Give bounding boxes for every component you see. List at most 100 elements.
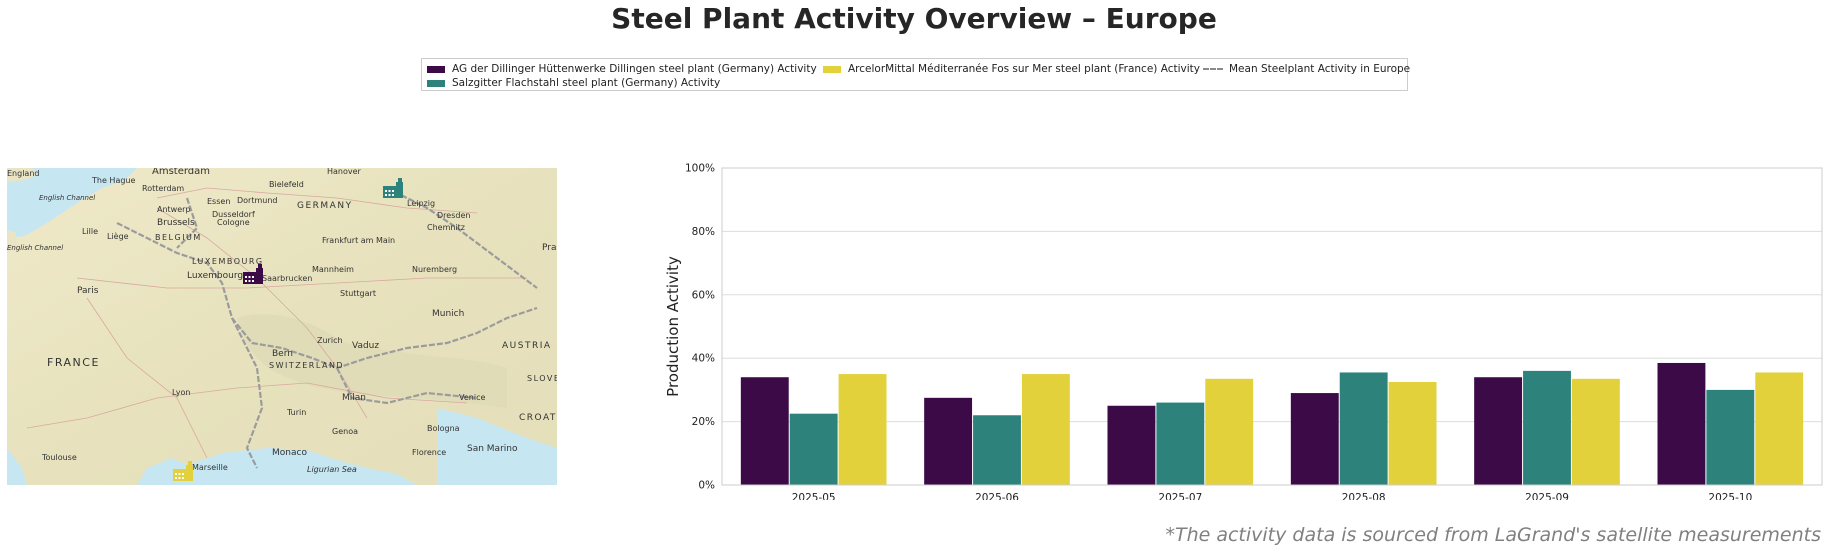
x-tick-label: 2025-10 [1708, 492, 1752, 500]
map-label: AUSTRIA [502, 341, 552, 351]
chart-bars [740, 362, 1804, 485]
legend-dash [1203, 68, 1223, 70]
factory-marker-icon [243, 264, 263, 284]
factory-marker-icon [173, 461, 193, 481]
bar-chart: 0% 20% 40% 60% 80% 100% 2025-05 2025-06 2025-07… [664, 163, 1823, 500]
footnote: *The activity data is sourced from LaGra… [1165, 524, 1821, 546]
map-label: Monaco [272, 448, 307, 458]
map-markers [173, 178, 403, 481]
map-label: Milan [342, 393, 366, 403]
map-label: Zurich [317, 336, 343, 345]
legend-swatch [427, 65, 445, 73]
chart-x-ticks: 2025-05 2025-06 2025-07 2025-08 2025-09 2025-… [792, 492, 1753, 500]
road-line [156, 187, 478, 214]
country-border [336, 367, 478, 405]
bar [924, 397, 973, 485]
factory-window [385, 190, 387, 192]
map-label: Luxembourg [187, 271, 243, 281]
bar [740, 377, 789, 485]
map-label: Prague [542, 243, 557, 253]
bar [1474, 377, 1523, 485]
bar [1388, 381, 1437, 485]
x-tick-label: 2025-05 [792, 492, 836, 500]
bar [1523, 370, 1571, 485]
bar [1107, 405, 1156, 485]
factory-marker-icon [383, 178, 403, 198]
map-label: Ligurian Sea [307, 465, 357, 474]
legend-label: Salzgitter Flachstahl steel plant (Germa… [452, 77, 721, 89]
factory-window [175, 473, 177, 475]
map-label: Hanover [327, 168, 362, 176]
bar [1755, 372, 1804, 485]
legend-item-mean: Mean Steelplant Activity in Europe [1203, 63, 1410, 75]
page-title: Steel Plant Activity Overview – Europe [611, 2, 1217, 35]
england-land [7, 168, 37, 182]
map-label: Antwerp [157, 205, 191, 214]
map-label: England [7, 169, 39, 178]
country-border [176, 197, 199, 249]
y-tick-label: 20% [692, 416, 715, 428]
legend-item-dillinger: AG der Dillinger Hüttenwerke Dillingen s… [427, 63, 817, 75]
x-tick-label: 2025-07 [1158, 492, 1202, 500]
map-labels: England Amsterdam The Hague Rotterdam Hanove… [7, 168, 557, 474]
adriatic-sea [437, 408, 557, 485]
map-label: Liège [107, 231, 129, 241]
map-label: SWITZERLAND [269, 361, 344, 370]
map-label: Bologna [427, 424, 460, 433]
legend-label: AG der Dillinger Hüttenwerke Dillingen s… [452, 63, 817, 75]
bar [1657, 362, 1706, 485]
factory-body [256, 268, 263, 284]
factory-window [252, 276, 254, 278]
bar [838, 374, 887, 485]
map-label: Amsterdam [152, 168, 210, 177]
factory-window [245, 280, 247, 282]
map-label: Leipzig [407, 199, 435, 208]
factory-body [396, 182, 403, 198]
map-label: Chemnitz [427, 223, 465, 232]
factory-window [252, 280, 254, 282]
england-land [7, 230, 19, 252]
map-label: San Marino [467, 444, 518, 454]
map-label: Toulouse [41, 453, 77, 462]
bar [1156, 402, 1205, 485]
factory-chimney [398, 178, 402, 183]
country-border [231, 317, 264, 469]
y-axis-label: Production Activity [664, 256, 682, 397]
road-line [76, 277, 527, 289]
x-tick-label: 2025-09 [1525, 492, 1569, 500]
plant-location-map: England Amsterdam The Hague Rotterdam Hanove… [7, 168, 557, 485]
alps-region [237, 314, 507, 408]
map-label: Vaduz [352, 341, 379, 351]
map-label: CROATIA [519, 413, 557, 423]
map-label: Nuremberg [412, 265, 457, 274]
legend-swatch [823, 65, 841, 73]
map-label: GERMANY [297, 201, 353, 211]
map-label: English Channel [39, 194, 95, 202]
factory-window [245, 276, 247, 278]
y-tick-label: 40% [692, 353, 715, 365]
map-label: BELGIUM [155, 233, 202, 242]
bay-of-biscay [7, 448, 27, 485]
map-label: Essen [207, 197, 230, 206]
legend-swatch [427, 79, 445, 87]
factory-window [175, 477, 177, 479]
road-line [26, 382, 468, 429]
country-border [386, 187, 538, 289]
factory-window [248, 276, 251, 278]
sea-north [7, 168, 137, 238]
bar [789, 413, 838, 485]
x-tick-label: 2025-06 [975, 492, 1019, 500]
country-border [116, 222, 538, 370]
factory-window [385, 194, 387, 196]
map-label: Dusseldorf [212, 210, 255, 219]
bar [1339, 372, 1388, 485]
factory-window [388, 194, 391, 196]
factory-window [392, 190, 394, 192]
map-label: The Hague [91, 176, 135, 185]
map-label: Saarbrucken [262, 274, 312, 283]
factory-window [392, 194, 394, 196]
map-label: English Channel [7, 244, 63, 252]
map-label: Genoa [332, 427, 358, 436]
map-label: Dresden [437, 211, 470, 220]
bar [1021, 374, 1070, 485]
